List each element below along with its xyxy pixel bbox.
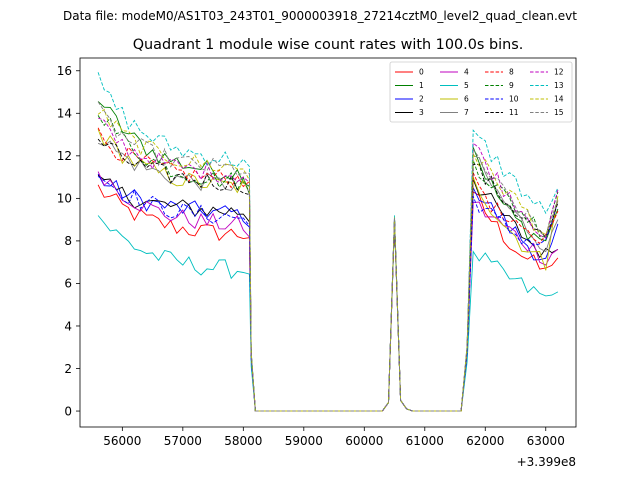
legend-label: 2 <box>419 95 424 104</box>
legend-label: 3 <box>419 108 424 117</box>
x-axis: 56000 57000 58000 59000 60000 61000 62000 63000 <box>103 427 565 448</box>
series-line-11 <box>97 138 559 412</box>
legend-label: 12 <box>554 68 564 77</box>
plot-area <box>79 57 577 428</box>
x-tick-label: 59000 <box>285 434 323 448</box>
y-tick-label: 12 <box>57 149 72 163</box>
series-line-5 <box>97 215 559 412</box>
series-line-13 <box>97 72 559 412</box>
y-tick-label: 6 <box>64 277 72 291</box>
legend-label: 15 <box>554 108 564 117</box>
series-line-4 <box>97 171 559 412</box>
y-tick-label: 2 <box>64 362 72 376</box>
x-tick-label: 56000 <box>103 434 141 448</box>
x-tick-label: 58000 <box>224 434 262 448</box>
y-tick-label: 16 <box>57 64 72 78</box>
legend-label: 0 <box>419 68 424 77</box>
series-line-7 <box>97 140 559 412</box>
series-line-15 <box>97 101 559 412</box>
series-line-8 <box>97 127 559 412</box>
x-tick-label: 60000 <box>345 434 383 448</box>
legend-label: 14 <box>554 95 564 104</box>
series-line-0 <box>97 184 559 412</box>
series-layer <box>97 72 559 412</box>
legend-label: 8 <box>509 68 514 77</box>
series-line-14 <box>97 108 559 412</box>
legend-label: 5 <box>464 81 469 90</box>
legend-label: 7 <box>464 108 469 117</box>
series-line-1 <box>97 101 559 412</box>
y-tick-label: 8 <box>64 234 72 248</box>
y-axis: 0 2 4 6 8 10 12 14 16 <box>57 64 80 418</box>
x-tick-label: 61000 <box>406 434 444 448</box>
y-tick-label: 0 <box>64 404 72 418</box>
y-tick-label: 10 <box>57 192 72 206</box>
x-tick-label: 62000 <box>466 434 504 448</box>
suptitle: Data file: modeM0/AS1T03_243T01_90000039… <box>63 9 577 23</box>
axes-frame <box>79 57 577 428</box>
x-axis-offset-label: +3.399e8 <box>517 455 576 469</box>
legend-label: 10 <box>509 95 519 104</box>
legend-label: 1 <box>419 81 424 90</box>
y-tick-label: 4 <box>64 319 72 333</box>
series-line-10 <box>97 176 559 412</box>
chart-title: Quadrant 1 module wise count rates with … <box>133 37 524 53</box>
y-tick-label: 14 <box>57 107 72 121</box>
series-line-9 <box>97 115 559 412</box>
legend-label: 13 <box>554 81 564 90</box>
legend-label: 11 <box>509 108 519 117</box>
legend-label: 6 <box>464 95 469 104</box>
series-line-12 <box>97 117 559 412</box>
legend-frame <box>389 61 573 123</box>
x-tick-label: 63000 <box>527 434 565 448</box>
x-tick-label: 57000 <box>164 434 202 448</box>
series-line-6 <box>97 129 559 412</box>
legend-label: 4 <box>464 68 469 77</box>
legend-label: 9 <box>509 81 514 90</box>
